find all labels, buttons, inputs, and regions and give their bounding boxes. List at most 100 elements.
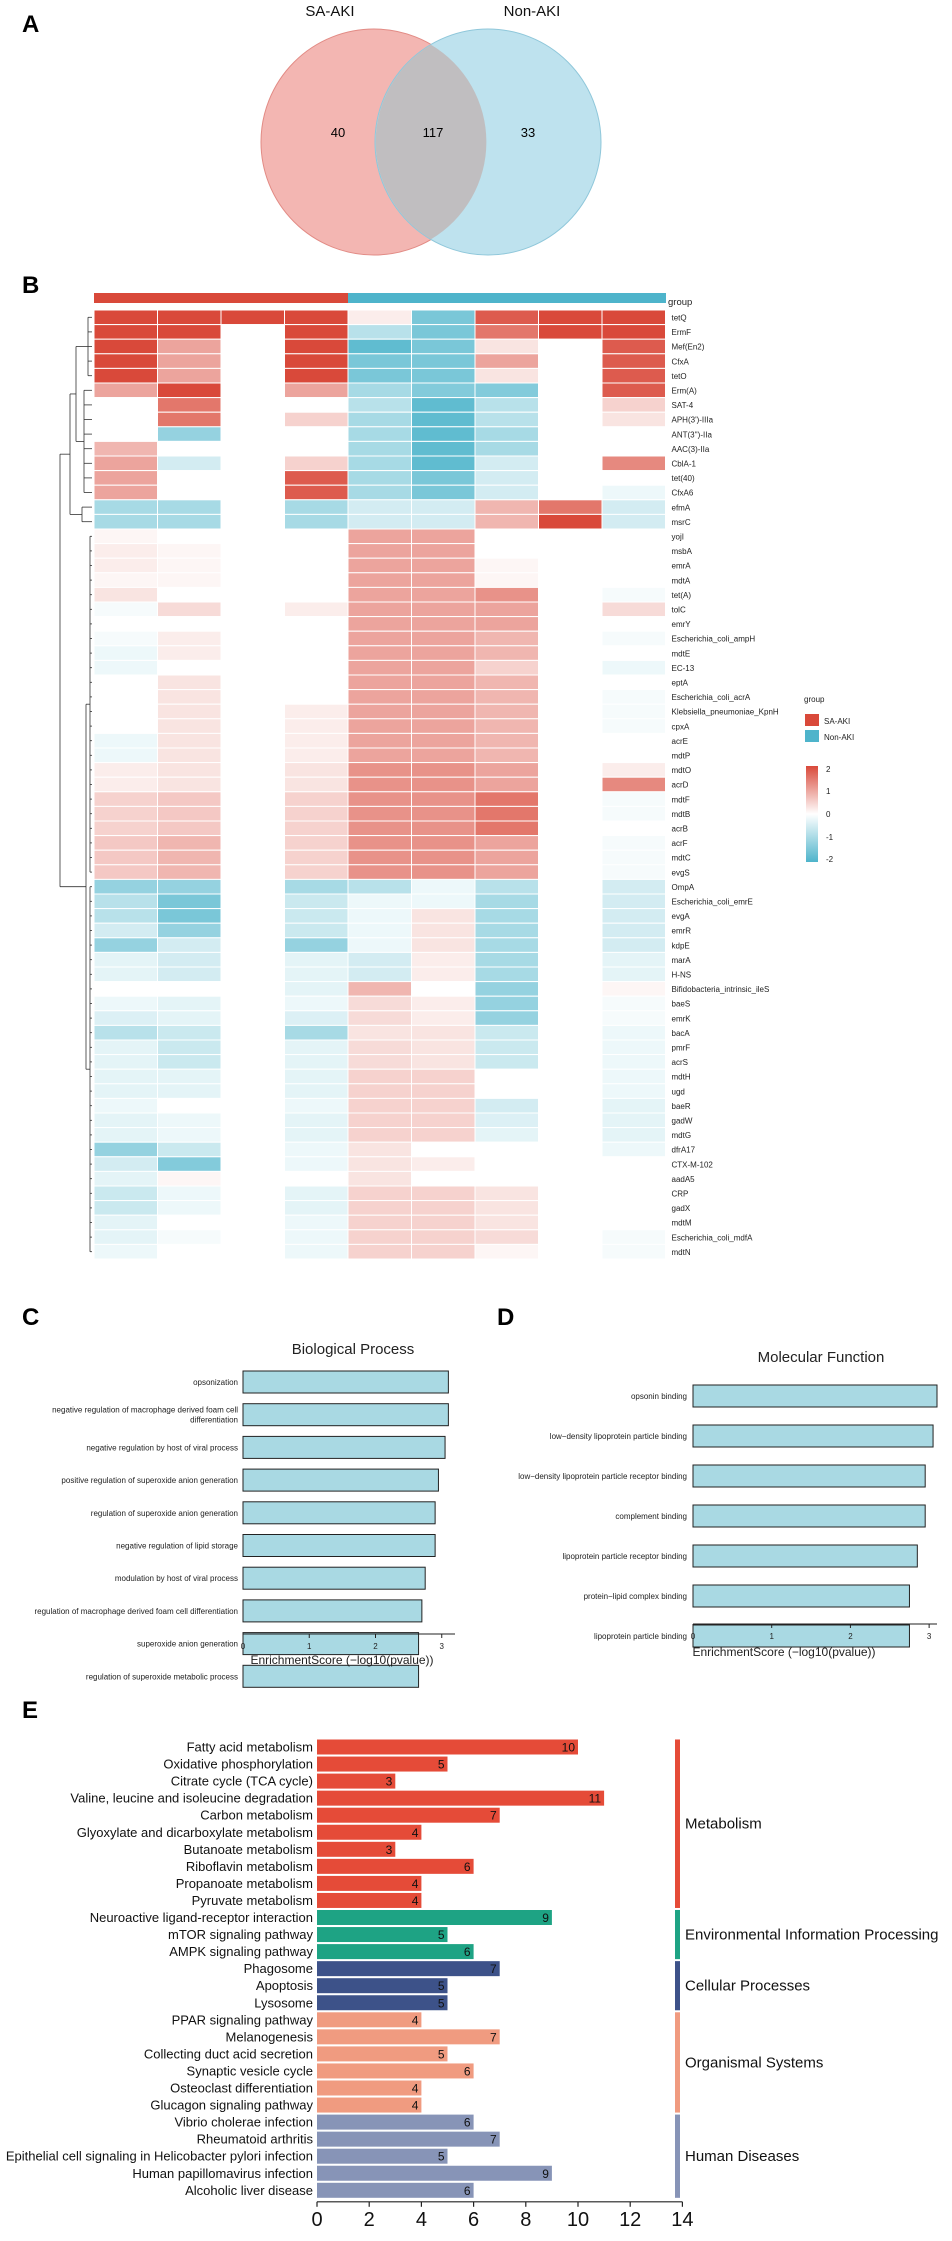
kegg-pathway-label: AMPK signaling pathway <box>169 1944 313 1959</box>
heatmap-cell <box>411 1039 476 1056</box>
heatmap-cell <box>411 630 476 647</box>
kegg-pathway-label: Lysosome <box>254 1995 313 2010</box>
heatmap-cell <box>157 937 222 953</box>
row-label: mdtH <box>672 1073 691 1082</box>
heatmap-cell <box>538 966 603 983</box>
row-label: mdtC <box>672 854 691 863</box>
heatmap-cell <box>538 309 603 326</box>
heatmap-cell <box>347 440 412 457</box>
heatmap-cell <box>474 1024 539 1041</box>
heatmap-cell <box>347 732 412 749</box>
heatmap-cell <box>220 601 285 618</box>
heatmap-cell <box>347 776 412 793</box>
heatmap-cell <box>347 1200 412 1216</box>
heatmap-cell <box>284 1054 349 1070</box>
row-label: H-NS <box>672 971 692 980</box>
heatmap-cell <box>157 1141 222 1158</box>
heatmap-cell <box>474 1112 539 1129</box>
heatmap-cell <box>538 747 603 764</box>
heatmap-cell <box>347 1097 412 1114</box>
heatmap-cell <box>411 645 476 661</box>
heatmap-cell <box>157 791 222 807</box>
heatmap-cell <box>474 543 539 559</box>
kegg-bar <box>317 1961 500 1977</box>
heatmap-cell <box>93 1156 158 1172</box>
heatmap-cell <box>284 411 349 428</box>
heatmap-cell <box>157 440 222 457</box>
heatmap-cell <box>411 922 476 939</box>
go-term-label-line: differentiation <box>190 1416 238 1425</box>
kegg-bar <box>317 2114 474 2130</box>
heatmap-cell <box>474 659 539 676</box>
kegg-bar-value: 7 <box>490 2133 497 2147</box>
heatmap-cell <box>347 324 412 340</box>
heatmap-cell <box>347 893 412 910</box>
heatmap-cell <box>474 1127 539 1143</box>
annotation-cell <box>538 293 603 303</box>
heatmap-cell <box>411 805 476 822</box>
kegg-pathway-label: Oxidative phosphorylation <box>163 1757 313 1772</box>
heatmap-cell <box>157 338 222 355</box>
heatmap-cell <box>474 499 539 515</box>
heatmap-cell <box>284 470 349 486</box>
row-label: tetQ <box>672 314 687 323</box>
kegg-pathway-label: Rheumatoid arthritis <box>197 2132 314 2147</box>
heatmap-cell <box>347 426 412 442</box>
heatmap-cell <box>538 513 603 530</box>
heatmap-cell <box>284 1200 349 1216</box>
row-label: bacA <box>672 1029 691 1038</box>
heatmap-cell <box>284 659 349 676</box>
panel-label-b: B <box>22 272 39 299</box>
heatmap-cell <box>538 849 603 866</box>
go-bar <box>692 1584 910 1608</box>
heatmap-cell <box>601 645 666 661</box>
heatmap-cell <box>157 747 222 764</box>
kegg-category-label: Metabolism <box>685 1816 762 1833</box>
kegg-bar <box>317 2029 500 2045</box>
kegg-bar-value: 7 <box>490 1809 497 1823</box>
kegg-pathway-label: Fatty acid metabolism <box>187 1740 313 1755</box>
heatmap-cell <box>474 1214 539 1231</box>
heatmap-cell <box>411 937 476 953</box>
heatmap-cell <box>474 513 539 530</box>
kegg-bar <box>317 1944 474 1960</box>
heatmap-cell <box>157 484 222 501</box>
go-bar <box>242 1599 423 1623</box>
row-label: tet(40) <box>672 474 695 483</box>
heatmap-cell <box>220 1039 285 1056</box>
heatmap-cell <box>347 411 412 428</box>
go-bar <box>692 1464 926 1488</box>
go-term-label-line: regulation of macrophage derived foam ce… <box>34 1607 238 1616</box>
heatmap-cell <box>284 367 349 384</box>
heatmap-cell <box>411 966 476 983</box>
heatmap-cell <box>93 572 158 588</box>
heatmap-cell <box>284 732 349 749</box>
kegg-bar-value: 5 <box>438 1996 445 2010</box>
kegg-category-labels: Metabolism Environmental Information Proc… <box>675 1739 938 2198</box>
heatmap-cell <box>601 659 666 676</box>
heatmap-cell <box>474 1229 539 1245</box>
heatmap-cell <box>284 718 349 734</box>
heatmap-cell <box>411 586 476 603</box>
heatmap-cell <box>93 1127 158 1143</box>
heatmap-cell <box>474 732 539 749</box>
heatmap-cell <box>347 397 412 413</box>
heatmap-cell <box>411 659 476 676</box>
heatmap-cell <box>347 338 412 355</box>
kegg-bar <box>317 2012 422 2028</box>
heatmap-cell <box>538 820 603 837</box>
legend-swatch-sa-aki <box>805 714 819 726</box>
heatmap-cell <box>411 411 476 428</box>
heatmap-cell <box>347 718 412 734</box>
go-x-tick-label: 0 <box>241 1642 246 1651</box>
heatmap-cell <box>157 1170 222 1187</box>
heatmap-cell <box>411 995 476 1012</box>
heatmap-cell <box>411 1068 476 1085</box>
heatmap-cell <box>220 440 285 457</box>
heatmap-cell <box>284 747 349 764</box>
heatmap-cell <box>220 1214 285 1231</box>
heatmap-cell <box>474 878 539 895</box>
heatmap-cell <box>157 499 222 515</box>
row-label: ANT(3'')-IIa <box>672 430 713 439</box>
go-term-label-line: negative regulation by host of viral pro… <box>86 1443 238 1452</box>
